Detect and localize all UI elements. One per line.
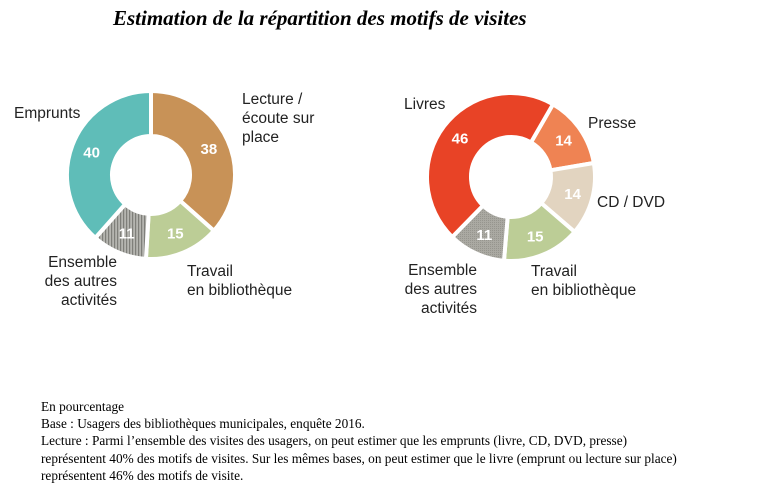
slice-category-label: Travail en bibliothèque (531, 263, 636, 299)
note-reading-3: représentent 46% des motifs de visite. (41, 467, 244, 483)
slice-value-label: 40 (83, 144, 100, 161)
slice-category-label: Ensemble des autres activités (405, 262, 478, 317)
donut-slice (425, 91, 556, 240)
slice-value-label: 38 (201, 141, 218, 158)
donut-chart-visits: 38 Lecture / écoute sur place 15 Travail en bi… (14, 88, 314, 309)
note-unit: En pourcentage (41, 399, 125, 414)
donut-slice (65, 88, 153, 241)
slice-value-label: 14 (555, 132, 572, 149)
slice-category-label: CD / DVD (597, 194, 665, 211)
donut-chart-media: 14 Presse 14 CD / DVD 15 Travail en bibliothèq… (404, 91, 665, 317)
slice-value-label: 15 (527, 228, 544, 245)
note-reading-1: Lecture : Parmi l’ensemble des visites d… (41, 433, 628, 449)
note-base: Base : Usagers des bibliothèques municip… (41, 416, 365, 432)
note-reading-2: représentent 40% des motifs de visites. … (41, 450, 677, 466)
slice-category-label: Livres (404, 96, 446, 113)
slice-category-label: Emprunts (14, 105, 81, 122)
slice-value-label: 14 (564, 186, 581, 203)
slice-category-label: Lecture / écoute sur place (242, 91, 314, 146)
donut-charts: 38 Lecture / écoute sur place 15 Travail en bi… (14, 88, 666, 317)
chart-title: Estimation de la répartition des motifs … (113, 6, 527, 30)
slice-value-label: 15 (167, 226, 184, 243)
slice-category-label: Travail en bibliothèque (187, 263, 292, 299)
chart-notes: En pourcentage Base : Usagers des biblio… (41, 398, 771, 484)
slice-value-label: 46 (452, 130, 469, 147)
slice-value-label: 11 (119, 226, 135, 243)
donut-slice (149, 88, 237, 234)
slice-value-label: 11 (476, 227, 492, 244)
slice-category-label: Ensemble des autres activités (45, 254, 118, 309)
slice-category-label: Presse (588, 115, 636, 132)
